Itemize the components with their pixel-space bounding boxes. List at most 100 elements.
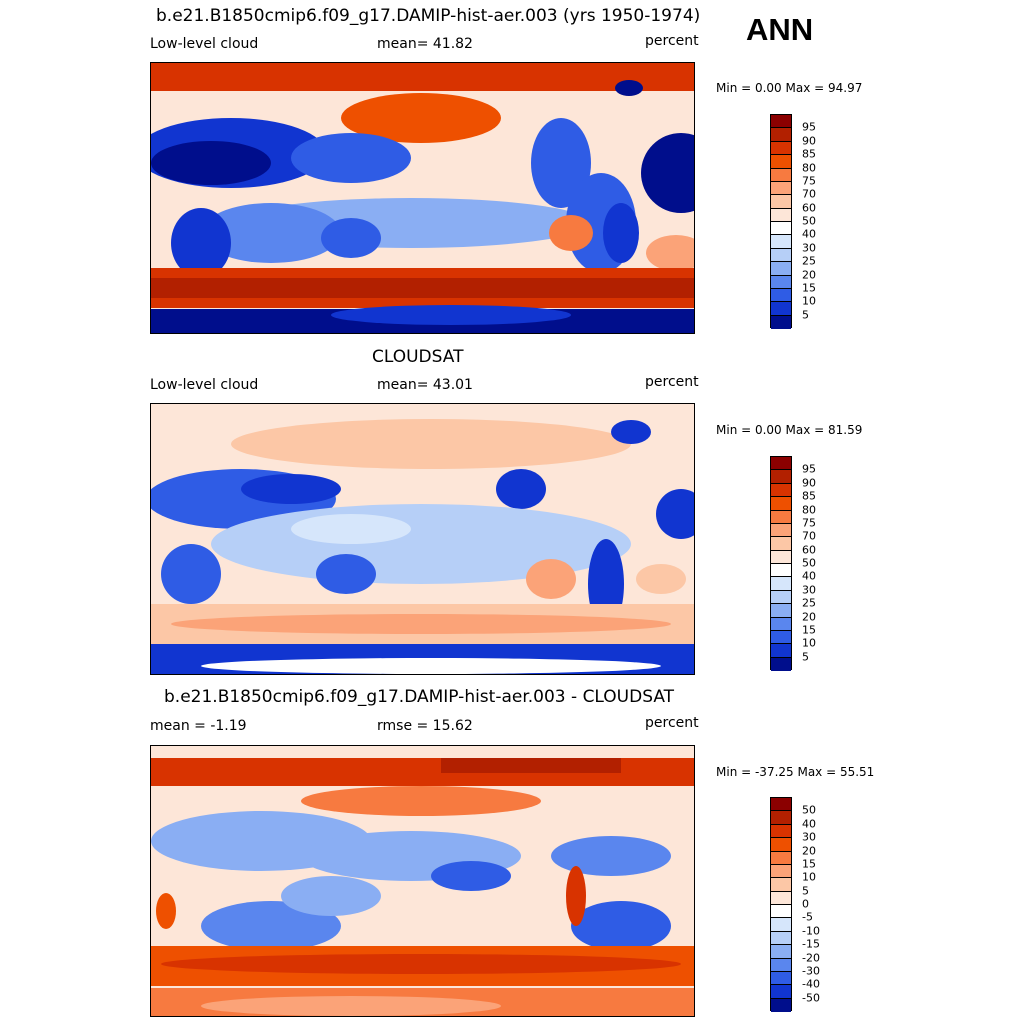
colorbar-tick-label: 40 <box>802 817 816 831</box>
colorbar-cell <box>771 811 791 825</box>
season-label: ANN <box>746 12 814 47</box>
colorbar-cell <box>771 958 791 972</box>
colorbar-tick-label: 70 <box>802 529 816 543</box>
colorbar-tick-label: 90 <box>802 476 816 490</box>
colorbar-tick-label: 10 <box>802 636 816 650</box>
colorbar-tick-label: 20 <box>802 610 816 623</box>
colorbar-tick-label: 40 <box>802 227 816 241</box>
colorbar-cell <box>771 275 791 289</box>
colorbar-cell <box>771 657 791 671</box>
colorbar-cell <box>771 617 791 631</box>
colorbar-tick-label: -10 <box>802 924 820 938</box>
colorbar-cell <box>771 208 791 222</box>
colorbar-cell <box>771 998 791 1012</box>
colorbar-tick-label: 5 <box>802 308 809 322</box>
panel-3-rmse-label: rmse = 15.62 <box>377 718 473 734</box>
colorbar-tick-label: 85 <box>802 489 816 503</box>
panel-2-colorbar-labels: 95 90 85 80 75 70 60 50 40 30 25 20 15 10 5 <box>802 456 852 670</box>
colorbar-tick-label: 70 <box>802 187 816 201</box>
panel-1-mean-label: mean= 41.82 <box>377 36 473 52</box>
colorbar-cell <box>771 577 791 591</box>
colorbar-tick-label: 95 <box>802 120 816 134</box>
colorbar-cell <box>771 222 791 236</box>
colorbar-tick-label: 30 <box>802 830 816 844</box>
colorbar-cell <box>771 235 791 249</box>
colorbar-tick-label: 25 <box>802 254 816 268</box>
panel-2-mean-label: mean= 43.01 <box>377 377 473 393</box>
colorbar-cell <box>771 985 791 999</box>
panel-2-colorbar <box>770 456 792 671</box>
colorbar-cell <box>771 630 791 645</box>
colorbar-tick-label: 5 <box>802 650 809 664</box>
panel-1-colorbar <box>770 114 792 329</box>
colorbar-tick-label: 20 <box>802 268 816 281</box>
colorbar-tick-label: 85 <box>802 147 816 161</box>
panel-1-minmax: Min = 0.00 Max = 94.97 <box>716 81 863 95</box>
colorbar-tick-label: 10 <box>802 870 816 884</box>
colorbar-tick-label: 30 <box>802 241 816 255</box>
colorbar-cell <box>771 470 791 484</box>
panel-2-variable-label: Low-level cloud <box>150 377 259 393</box>
colorbar-tick-label: 95 <box>802 462 816 476</box>
colorbar-cell <box>771 195 791 209</box>
panel-1-title: b.e21.B1850cmip6.f09_g17.DAMIP-hist-aer.… <box>156 6 701 26</box>
panel-3-mean-label: mean = -1.19 <box>150 718 247 734</box>
colorbar-cell <box>771 457 791 471</box>
colorbar-cell <box>771 798 791 812</box>
panel-1-variable-label: Low-level cloud <box>150 36 259 52</box>
colorbar-tick-label: -40 <box>802 977 820 991</box>
colorbar-cell <box>771 824 791 839</box>
colorbar-cell <box>771 181 791 196</box>
colorbar-tick-label: -15 <box>802 937 820 951</box>
panel-3-title: b.e21.B1850cmip6.f09_g17.DAMIP-hist-aer.… <box>164 687 675 707</box>
colorbar-tick-label: 15 <box>802 857 816 871</box>
colorbar-tick-label: 20 <box>802 844 816 857</box>
colorbar-cell <box>771 128 791 142</box>
colorbar-cell <box>771 523 791 538</box>
colorbar-cell <box>771 891 791 905</box>
panel-1-colorbar-labels: 95 90 85 80 75 70 60 50 40 30 25 20 15 10 5 <box>802 114 852 328</box>
colorbar-cell <box>771 564 791 578</box>
colorbar-tick-label: -30 <box>802 964 820 978</box>
colorbar-cell <box>771 851 791 865</box>
colorbar-cell <box>771 155 791 169</box>
panel-3-minmax: Min = -37.25 Max = 55.51 <box>716 765 875 779</box>
colorbar-tick-label: 50 <box>802 214 816 228</box>
colorbar-tick-label: 50 <box>802 556 816 570</box>
panel-3-colorbar-labels: 50 40 30 20 15 10 5 0 -5 -10 -15 -20 -30 -40 -50 <box>802 797 852 1011</box>
colorbar-tick-label: -50 <box>802 991 820 1005</box>
colorbar-tick-label: 0 <box>802 897 809 911</box>
colorbar-tick-label: 5 <box>802 884 809 898</box>
colorbar-tick-label: 15 <box>802 623 816 637</box>
colorbar-cell <box>771 302 791 316</box>
colorbar-tick-label: 75 <box>802 516 816 530</box>
colorbar-tick-label: -20 <box>802 951 820 964</box>
colorbar-cell <box>771 550 791 564</box>
panel-3-units-label: percent <box>645 715 699 731</box>
panel-1-units-label: percent <box>645 33 699 49</box>
colorbar-cell <box>771 315 791 329</box>
colorbar-tick-label: 60 <box>802 543 816 557</box>
colorbar-cell <box>771 288 791 303</box>
colorbar-cell <box>771 248 791 263</box>
colorbar-tick-label: 80 <box>802 161 816 174</box>
colorbar-tick-label: 40 <box>802 569 816 583</box>
colorbar-cell <box>771 115 791 129</box>
panel-2-title: CLOUDSAT <box>372 347 464 367</box>
colorbar-tick-label: 60 <box>802 201 816 215</box>
colorbar-cell <box>771 590 791 605</box>
colorbar-cell <box>771 644 791 658</box>
panel-2-units-label: percent <box>645 374 699 390</box>
colorbar-cell <box>771 918 791 932</box>
colorbar-cell <box>771 905 791 919</box>
panel-2-map <box>150 403 695 675</box>
colorbar-cell <box>771 878 791 892</box>
colorbar-cell <box>771 838 791 852</box>
colorbar-cell <box>771 262 791 276</box>
colorbar-tick-label: 75 <box>802 174 816 188</box>
colorbar-tick-label: 25 <box>802 596 816 610</box>
colorbar-cell <box>771 931 791 946</box>
panel-3-colorbar <box>770 797 792 1012</box>
colorbar-cell <box>771 483 791 498</box>
colorbar-cell <box>771 971 791 986</box>
